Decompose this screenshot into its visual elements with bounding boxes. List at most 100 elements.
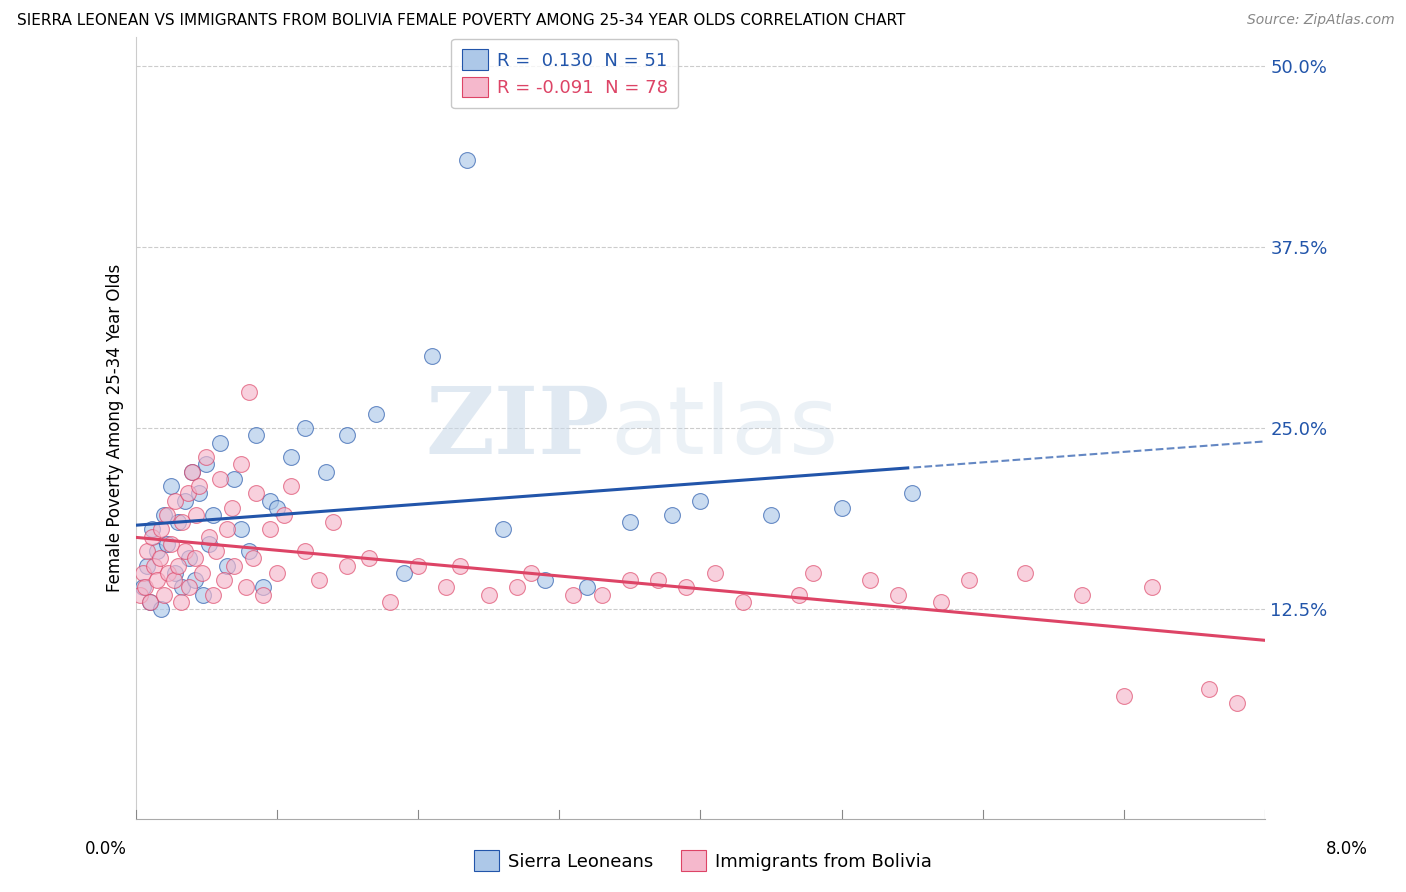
Point [322,515,344,529]
Point [202,508,225,522]
Point [134,581,156,595]
Y-axis label: Female Poverty Among 25-34 Year Olds: Female Poverty Among 25-34 Year Olds [107,264,124,592]
Point [703,566,725,580]
Point [434,581,457,595]
Point [273,508,295,522]
Point [238,544,260,558]
Point [929,595,952,609]
Point [224,558,246,573]
Point [315,465,337,479]
Point [364,407,387,421]
Point [184,551,207,566]
Point [859,573,882,587]
Point [266,500,288,515]
Point [562,588,585,602]
Text: ZIP: ZIP [426,384,610,473]
Point [138,595,160,609]
Point [177,486,200,500]
Point [181,465,204,479]
Point [294,544,316,558]
Point [789,588,811,602]
Point [280,479,302,493]
Point [174,544,197,558]
Point [198,537,221,551]
Point [280,450,302,464]
Point [520,566,543,580]
Point [138,595,160,609]
Point [179,551,201,566]
Point [901,486,924,500]
Point [188,479,211,493]
Point [1142,581,1164,595]
Point [135,544,157,558]
Point [172,581,194,595]
Legend: R =  0.130  N = 51, R = -0.091  N = 78: R = 0.130 N = 51, R = -0.091 N = 78 [451,38,678,108]
Point [191,566,214,580]
Point [152,508,174,522]
Point [209,435,232,450]
Point [205,544,228,558]
Point [165,493,187,508]
Point [195,458,218,472]
Point [1198,681,1220,696]
Point [159,479,181,493]
Point [1114,689,1136,703]
Point [167,515,190,529]
Point [172,515,194,529]
Point [155,537,177,551]
Point [186,508,208,522]
Text: Source: ZipAtlas.com: Source: ZipAtlas.com [1247,13,1395,28]
Point [591,588,613,602]
Text: atlas: atlas [610,382,838,475]
Point [406,558,429,573]
Point [245,428,267,442]
Point [224,472,246,486]
Point [957,573,980,587]
Point [217,558,239,573]
Point [689,493,711,508]
Point [619,573,641,587]
Point [492,523,515,537]
Point [159,537,181,551]
Point [179,581,201,595]
Point [174,493,197,508]
Point [195,450,218,464]
Point [259,523,281,537]
Point [887,588,910,602]
Point [252,581,274,595]
Point [149,602,172,616]
Point [731,595,754,609]
Point [221,500,243,515]
Legend: Sierra Leoneans, Immigrants from Bolivia: Sierra Leoneans, Immigrants from Bolivia [467,843,939,879]
Point [619,515,641,529]
Point [266,566,288,580]
Point [803,566,825,580]
Point [759,508,782,522]
Point [336,558,359,573]
Point [145,544,167,558]
Point [135,558,157,573]
Point [181,465,204,479]
Point [294,421,316,435]
Point [231,458,253,472]
Point [167,558,190,573]
Point [152,588,174,602]
Point [242,551,264,566]
Point [188,486,211,500]
Point [155,508,177,522]
Point [142,558,165,573]
Point [259,493,281,508]
Point [336,428,359,442]
Point [357,551,380,566]
Point [193,588,215,602]
Point [420,349,443,363]
Point [198,530,221,544]
Point [149,523,172,537]
Point [202,588,225,602]
Point [156,566,179,580]
Point [162,573,184,587]
Point [1070,588,1092,602]
Point [209,472,232,486]
Point [148,551,170,566]
Point [245,486,267,500]
